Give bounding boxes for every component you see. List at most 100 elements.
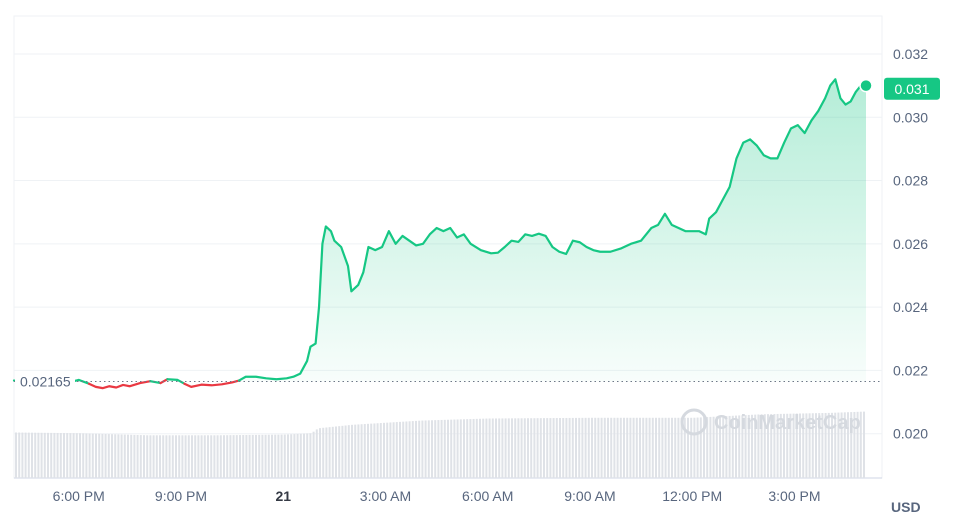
volume-bar — [802, 413, 805, 478]
volume-bar — [203, 435, 206, 478]
volume-bar — [645, 417, 648, 478]
volume-bar — [626, 417, 629, 478]
volume-bar — [831, 412, 833, 478]
volume-bar — [328, 427, 331, 478]
volume-bar — [559, 418, 561, 478]
volume-bar — [75, 433, 78, 478]
volume-bar — [175, 435, 177, 478]
volume-bar — [383, 422, 385, 478]
volume-bar — [255, 434, 257, 478]
volume-bar — [629, 417, 632, 478]
volume-bar — [533, 418, 536, 478]
volume-bar — [575, 417, 577, 478]
volume-bar — [53, 432, 56, 478]
volume-bar — [651, 417, 654, 478]
volume-bar — [703, 417, 705, 478]
volume-bar — [616, 417, 619, 478]
volume-bar — [130, 434, 133, 478]
volume-bar — [466, 419, 469, 478]
volume-bar — [786, 413, 789, 478]
volume-bar — [367, 423, 369, 478]
volume-bar — [639, 417, 641, 478]
volume-bar — [514, 418, 517, 478]
volume-bar — [50, 432, 53, 478]
volume-bar — [421, 420, 424, 478]
volume-bar — [690, 417, 693, 478]
volume-bar — [72, 433, 75, 478]
volume-bar — [152, 435, 155, 478]
volume-bar — [95, 433, 97, 478]
volume-bar — [261, 434, 264, 478]
volume-bar — [69, 433, 72, 478]
y-tick-label: 0.022 — [893, 362, 928, 378]
volume-bar — [159, 435, 161, 478]
volume-bar — [539, 418, 542, 478]
volume-bar — [162, 435, 165, 478]
volume-bar — [223, 435, 225, 478]
volume-bar — [619, 417, 622, 478]
volume-bar — [607, 417, 609, 478]
volume-bar — [562, 417, 565, 478]
volume-bar — [728, 415, 731, 478]
volume-bar — [98, 433, 101, 478]
volume-bar — [386, 422, 389, 478]
current-price-dot — [859, 78, 873, 93]
volume-bar — [392, 422, 395, 478]
volume-bar — [187, 435, 190, 478]
volume-bar — [181, 435, 184, 478]
volume-bar — [431, 420, 433, 478]
x-tick-label: 9:00 AM — [564, 488, 615, 504]
volume-bar — [747, 414, 750, 478]
volume-bar — [338, 426, 341, 478]
volume-bar — [341, 425, 344, 478]
volume-bar — [434, 420, 437, 478]
volume-bar — [271, 434, 273, 478]
volume-bar — [687, 417, 689, 478]
volume-bar — [450, 419, 453, 478]
volume-bar — [322, 427, 325, 478]
volume-bar — [418, 420, 421, 478]
volume-bar — [447, 419, 449, 478]
volume-bar — [632, 417, 635, 478]
volume-bar — [267, 434, 270, 478]
volume-bar — [178, 435, 181, 478]
volume-bar — [27, 432, 30, 478]
volume-bar — [463, 419, 465, 478]
volume-bar — [226, 435, 229, 478]
volume-bar — [754, 414, 757, 478]
x-tick-label: 6:00 PM — [53, 488, 105, 504]
volume-bar — [56, 432, 59, 478]
volume-bar — [536, 418, 539, 478]
volume-bar — [123, 434, 126, 478]
volume-bar — [808, 413, 811, 478]
volume-bar — [495, 418, 497, 478]
volume-bar — [101, 433, 104, 478]
volume-bar — [469, 419, 472, 478]
volume-bar — [735, 415, 737, 478]
volume-bar — [315, 429, 318, 478]
volume-bar — [594, 417, 597, 478]
volume-bar — [741, 415, 744, 478]
volume-bar — [456, 419, 459, 478]
volume-bar — [91, 433, 94, 478]
volume-bar — [104, 433, 107, 478]
volume-bar — [520, 418, 523, 478]
volume-bar — [549, 418, 552, 478]
volume-bar — [127, 434, 129, 478]
volume-bar — [863, 411, 865, 478]
volume-bar — [722, 416, 725, 478]
volume-bar — [850, 412, 853, 478]
volume-bar — [693, 417, 696, 478]
volume-bar — [213, 435, 216, 478]
volume-bar — [280, 434, 283, 478]
volume-bar — [296, 433, 299, 478]
volume-bar — [40, 432, 43, 478]
volume-bar — [459, 419, 462, 478]
volume-bar — [207, 435, 209, 478]
price-line-down — [183, 379, 241, 388]
volume-bar — [347, 425, 350, 478]
volume-bar — [216, 435, 219, 478]
y-tick-label: 0.030 — [893, 109, 928, 125]
